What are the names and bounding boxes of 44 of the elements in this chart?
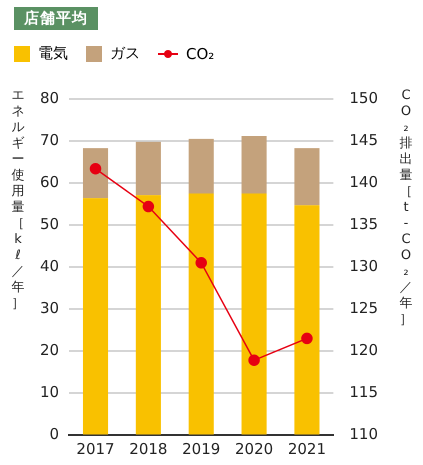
y2-tick-label: 125	[349, 298, 378, 317]
bar	[294, 205, 320, 434]
point	[195, 257, 207, 269]
chart-title: 店舗平均	[14, 7, 98, 30]
point	[248, 354, 260, 366]
y2-tick-label: 120	[349, 340, 378, 359]
y2-tick-label: 140	[349, 172, 378, 191]
y-tick-label: 20	[40, 340, 60, 359]
x-tick-label: 2020	[234, 440, 274, 458]
y2-tick-label: 145	[349, 130, 378, 149]
x-tick-label: 2017	[76, 440, 115, 458]
bar	[82, 198, 108, 434]
bar	[82, 148, 108, 198]
bar	[188, 138, 214, 194]
y-tick-label: 70	[40, 130, 60, 149]
bar	[188, 194, 214, 434]
y-tick-label: 60	[40, 172, 60, 191]
legend-label: ガス	[110, 44, 140, 63]
y2-tick-label: 130	[349, 256, 378, 275]
legend-label: 電気	[38, 44, 68, 63]
y2-tick-label: 135	[349, 214, 378, 233]
y2-tick-label: 115	[349, 382, 378, 401]
text: CO₂排出量［t-CO₂／年］	[400, 88, 412, 327]
point	[301, 332, 313, 344]
y-tick-label: 40	[40, 256, 60, 275]
bar	[242, 194, 267, 434]
text: エネルギー使用量［kℓ／年］	[12, 88, 24, 311]
y-tick-label: 50	[40, 214, 60, 233]
bar	[242, 136, 267, 194]
y2-tick-label: 150	[349, 88, 378, 107]
y-tick-label: 80	[40, 88, 60, 107]
y2-tick-label: 110	[349, 424, 378, 443]
bar	[294, 148, 320, 206]
y-tick-label: 10	[40, 382, 60, 401]
legend-label: CO₂	[186, 44, 214, 62]
point	[142, 200, 154, 212]
y-tick-label: 30	[40, 298, 60, 317]
point	[90, 162, 102, 174]
x-tick-label: 2019	[182, 440, 220, 458]
bar	[136, 195, 161, 434]
y-tick-label: 0	[50, 424, 60, 443]
x-tick-label: 2021	[288, 440, 326, 458]
bar	[136, 142, 161, 196]
x-tick-label: 2018	[129, 440, 168, 458]
